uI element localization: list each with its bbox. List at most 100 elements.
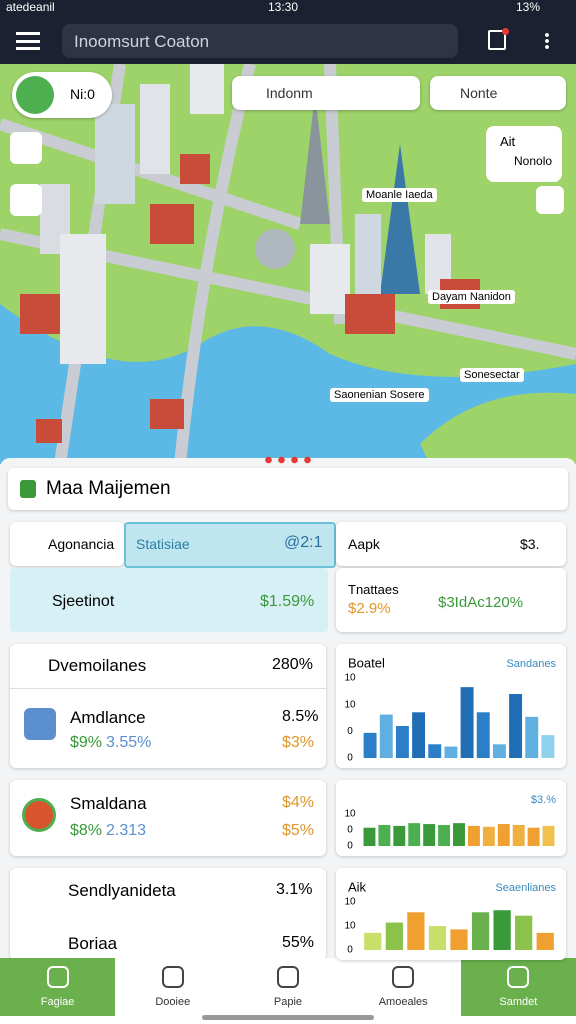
bar [492,744,506,758]
axis-label: 10 [344,673,356,684]
bar [395,726,409,758]
info-card-subtitle: Nonolo [514,154,553,168]
axis-label: 0 [347,945,353,956]
place-label[interactable]: Dayam Nanidon [428,290,515,304]
bar [423,824,436,846]
chart-card: $3.% 10 0 0 [336,780,566,856]
summary-card[interactable] [336,568,566,632]
bar [444,746,458,758]
nav-icon [507,966,530,988]
axis-label: 10 [344,897,356,908]
panel-icon [20,480,36,498]
nav-item[interactable]: Papie [230,958,345,1016]
list-card[interactable] [10,780,326,856]
map-close[interactable] [10,184,42,216]
tab-active[interactable] [124,522,336,568]
notification-dot [502,28,509,35]
map-search-text: Indonm [266,85,313,101]
summary-card-extra: $3IdAc120% [438,594,524,611]
bar [407,912,425,950]
info-card[interactable] [486,126,562,182]
tab-label: Statisiae [136,536,190,552]
item-title: Dvemoilanes [48,656,147,675]
nav-label: Samdet [499,996,538,1008]
map-tool[interactable] [10,132,42,164]
summary-label: Sjeetinot [52,593,115,610]
item-title: Smaldana [70,794,147,813]
item-sub: $8% [70,822,103,839]
nav-icon [161,966,184,988]
item-value: 3.1% [276,881,313,898]
map-more[interactable] [536,186,564,214]
bar [493,910,511,950]
tab[interactable] [10,522,124,566]
bar [428,744,442,758]
map-filter-text: Nonte [460,85,498,101]
list-card[interactable] [10,868,326,960]
item-sub: $9% [70,734,103,751]
chart-legend: $3.% [531,794,556,806]
info-card-title: Ait [500,134,516,149]
panel-title: Maa Maijemen [46,478,171,499]
nav-item[interactable]: Fagiae [0,958,116,1016]
item-sub: $5% [282,822,315,839]
bar [385,922,403,950]
more-button[interactable] [545,32,549,50]
nav-item[interactable]: Dooiee [115,958,230,1016]
tab-value: $3. [520,536,540,552]
place-label[interactable]: Sonesectar [460,368,524,382]
place-label[interactable]: Moanle Iaeda [362,188,437,202]
nav-item[interactable]: Samdet [460,958,576,1016]
bar [497,824,510,846]
summary-card-value: $2.9% [348,600,391,617]
bar [364,932,382,950]
carrier: atedeanil [6,0,55,14]
item-title: Amdlance [70,708,146,727]
bar [428,926,447,950]
map-search[interactable] [232,76,420,110]
list-card[interactable] [10,644,326,768]
panel-header[interactable] [8,468,568,510]
nav-item[interactable]: Amoeales [346,958,461,1016]
tab[interactable] [336,522,566,566]
bar [438,824,451,846]
axis-label: 10 [344,699,356,710]
bar [541,735,555,758]
item-title: Boriaa [68,934,118,953]
home-indicator [202,1015,374,1020]
chart-legend: Seaenlianes [495,882,556,894]
nav-label: Dooiee [155,996,191,1008]
search-bar[interactable] [62,24,458,58]
profile-badge: Ni:0 [70,86,95,102]
item-sub: $3% [282,734,315,751]
bar [509,694,523,758]
place-label[interactable]: Saonenian Sosere [330,388,429,402]
summary-card-title: Tnattaes [348,582,399,597]
avatar [16,76,54,114]
summary-row[interactable] [10,568,328,632]
bar [460,687,474,758]
chart-card: Boatel Sandanes 10 10 0 0 [336,644,566,768]
chart-card: Aik Seaenlianes 10 10 0 [336,868,566,960]
map-filter[interactable] [430,76,566,110]
tab-label: Aapk [348,536,380,552]
chart-title: Aik [348,879,367,894]
page-dots [262,456,314,464]
notification-button[interactable] [488,30,506,50]
bar [527,827,540,846]
menu-button[interactable] [16,32,40,50]
item-value: 55% [282,934,315,951]
item-value: 280% [272,656,313,673]
tab-value: @2:1 [284,534,323,551]
map [0,64,576,464]
bar [476,712,490,758]
bar [393,825,406,846]
item-icon [22,798,56,832]
bar [515,915,533,950]
axis-label: 0 [347,825,353,836]
item-value: 8.5% [282,708,319,725]
clock: 13:30 [268,0,299,14]
bar [363,827,376,846]
bar [471,912,490,950]
